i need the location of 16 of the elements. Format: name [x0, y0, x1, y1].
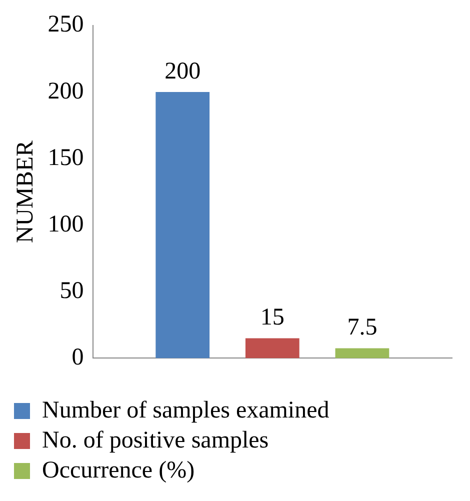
y-tick-label: 50 — [60, 278, 84, 304]
y-tick-label: 150 — [48, 144, 84, 171]
bar — [335, 348, 390, 358]
data-label: 7.5 — [347, 314, 378, 341]
data-label: 200 — [164, 58, 201, 84]
data-label: 15 — [260, 304, 284, 331]
y-tick-label: 100 — [48, 211, 84, 238]
legend-label: No. of positive samples — [42, 427, 269, 454]
y-axis-title: NUMBER — [12, 140, 39, 244]
y-tick-label: 200 — [48, 78, 84, 104]
y-tick-label: 0 — [72, 344, 84, 370]
y-tick-label: 250 — [48, 12, 84, 38]
bar — [156, 92, 210, 358]
bar — [245, 338, 300, 358]
legend-label: Number of samples examined — [42, 397, 330, 424]
legend-label: Occurrence (%) — [42, 457, 195, 484]
